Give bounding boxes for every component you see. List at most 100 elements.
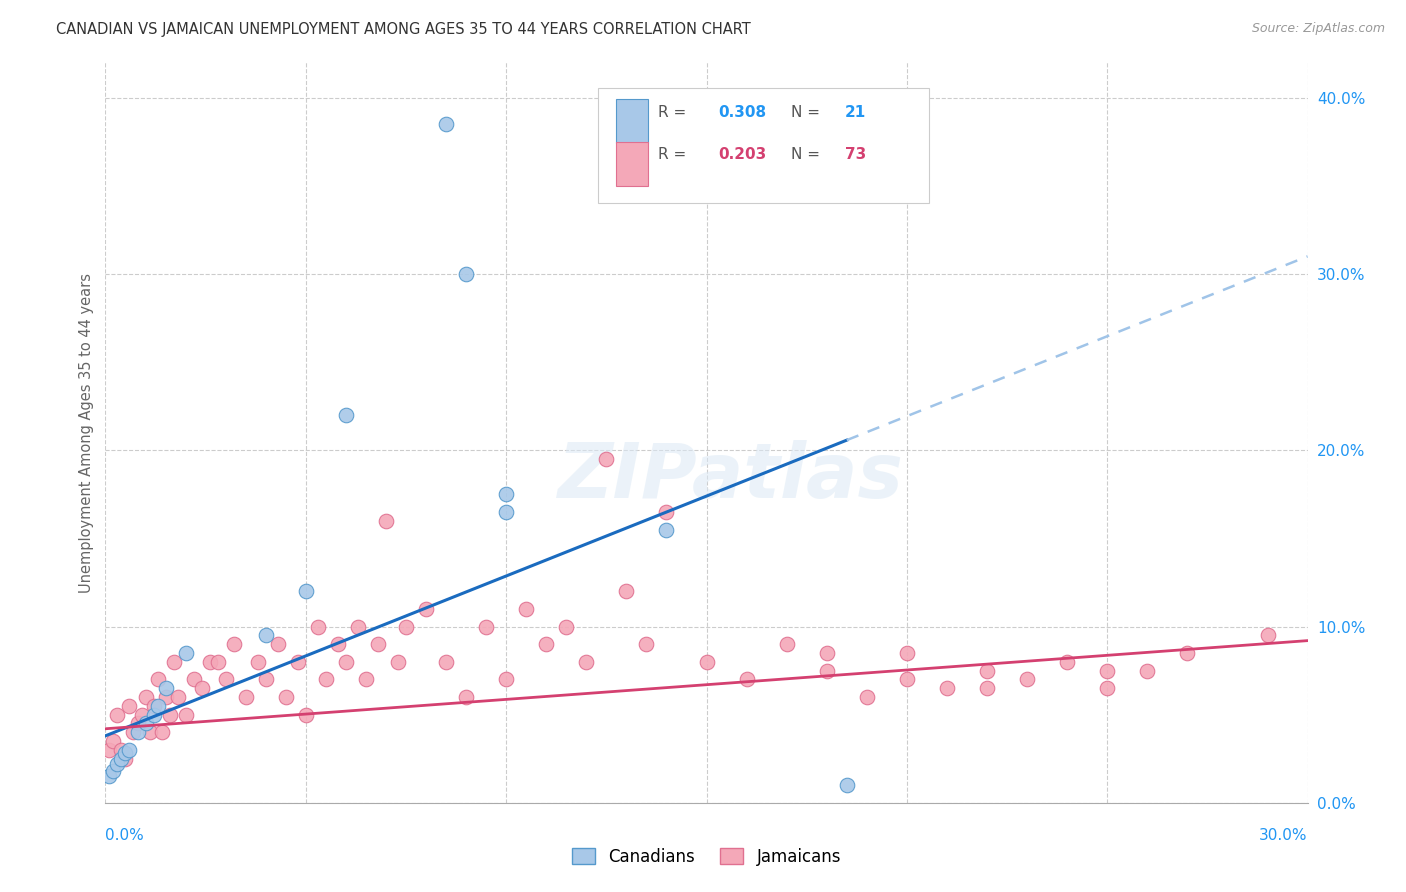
Point (287, 655, 309, 669)
Point (114, 752, 136, 766)
Point (454, 267, 477, 281)
Point (815, 664, 838, 678)
Point (354, 673, 377, 687)
Point (1136, 664, 1159, 678)
Point (1056, 655, 1078, 669)
Point (98, 769, 121, 783)
Legend: Canadians, Jamaicans: Canadians, Jamaicans (565, 841, 848, 872)
Point (307, 619, 329, 633)
Point (896, 673, 918, 687)
Point (127, 725, 149, 739)
Point (295, 707, 318, 722)
Point (295, 584, 318, 599)
Point (326, 637, 349, 651)
Text: R =: R = (658, 104, 692, 120)
Text: 21: 21 (845, 104, 866, 120)
Point (335, 655, 357, 669)
Point (495, 505, 517, 519)
Point (254, 673, 277, 687)
Point (1097, 664, 1119, 678)
Point (1097, 681, 1119, 696)
Text: N =: N = (790, 147, 824, 162)
Point (976, 681, 998, 696)
Text: 30.0%: 30.0% (1260, 828, 1308, 843)
Point (495, 673, 517, 687)
Point (534, 637, 557, 651)
Point (166, 690, 188, 704)
Text: 0.308: 0.308 (718, 104, 766, 120)
Point (235, 690, 257, 704)
Text: 73: 73 (845, 147, 866, 162)
Point (367, 637, 389, 651)
Point (127, 716, 149, 731)
Point (114, 747, 136, 761)
Point (183, 673, 205, 687)
Text: 0.203: 0.203 (718, 147, 766, 162)
Point (142, 707, 165, 722)
Point (174, 707, 197, 722)
Point (214, 673, 236, 687)
Point (190, 681, 212, 696)
Point (655, 523, 678, 537)
FancyBboxPatch shape (599, 88, 929, 203)
Point (135, 716, 157, 731)
Point (347, 619, 370, 633)
Point (150, 725, 173, 739)
Point (110, 752, 132, 766)
FancyBboxPatch shape (616, 100, 648, 143)
Point (107, 707, 129, 722)
Point (1177, 646, 1199, 660)
Point (146, 698, 169, 713)
Point (387, 655, 409, 669)
Text: N =: N = (790, 104, 824, 120)
Point (146, 673, 169, 687)
Point (735, 673, 758, 687)
Point (936, 681, 959, 696)
Point (454, 690, 477, 704)
Point (555, 619, 578, 633)
Point (515, 602, 537, 616)
Point (374, 514, 398, 528)
Text: CANADIAN VS JAMAICAN UNEMPLOYMENT AMONG AGES 35 TO 44 YEARS CORRELATION CHART: CANADIAN VS JAMAICAN UNEMPLOYMENT AMONG … (56, 22, 751, 37)
Point (696, 655, 718, 669)
Point (976, 664, 998, 678)
Point (595, 452, 617, 467)
Point (222, 637, 245, 651)
Point (636, 637, 658, 651)
Text: Source: ZipAtlas.com: Source: ZipAtlas.com (1251, 22, 1385, 36)
Point (155, 681, 177, 696)
Point (575, 655, 598, 669)
Text: 0.0%: 0.0% (105, 828, 145, 843)
Point (855, 690, 877, 704)
Point (475, 619, 498, 633)
Point (896, 646, 918, 660)
Point (315, 673, 337, 687)
Point (138, 725, 160, 739)
Point (254, 628, 277, 642)
Point (131, 707, 153, 722)
Point (395, 619, 418, 633)
Point (142, 698, 165, 713)
Point (122, 725, 145, 739)
Point (103, 764, 125, 778)
Point (655, 505, 678, 519)
Point (246, 655, 269, 669)
FancyBboxPatch shape (616, 143, 648, 186)
Point (110, 743, 132, 757)
Point (107, 757, 129, 772)
Point (118, 743, 141, 757)
Point (1017, 673, 1039, 687)
Point (198, 655, 221, 669)
Point (98, 743, 121, 757)
Text: ZIPatlas: ZIPatlas (558, 440, 904, 514)
Point (415, 602, 437, 616)
Point (835, 778, 858, 792)
Point (1257, 628, 1279, 642)
Point (616, 584, 638, 599)
Point (495, 487, 517, 501)
Point (162, 655, 184, 669)
Point (335, 408, 357, 422)
Y-axis label: Unemployment Among Ages 35 to 44 years: Unemployment Among Ages 35 to 44 years (79, 273, 94, 592)
Text: R =: R = (658, 147, 692, 162)
Point (815, 646, 838, 660)
